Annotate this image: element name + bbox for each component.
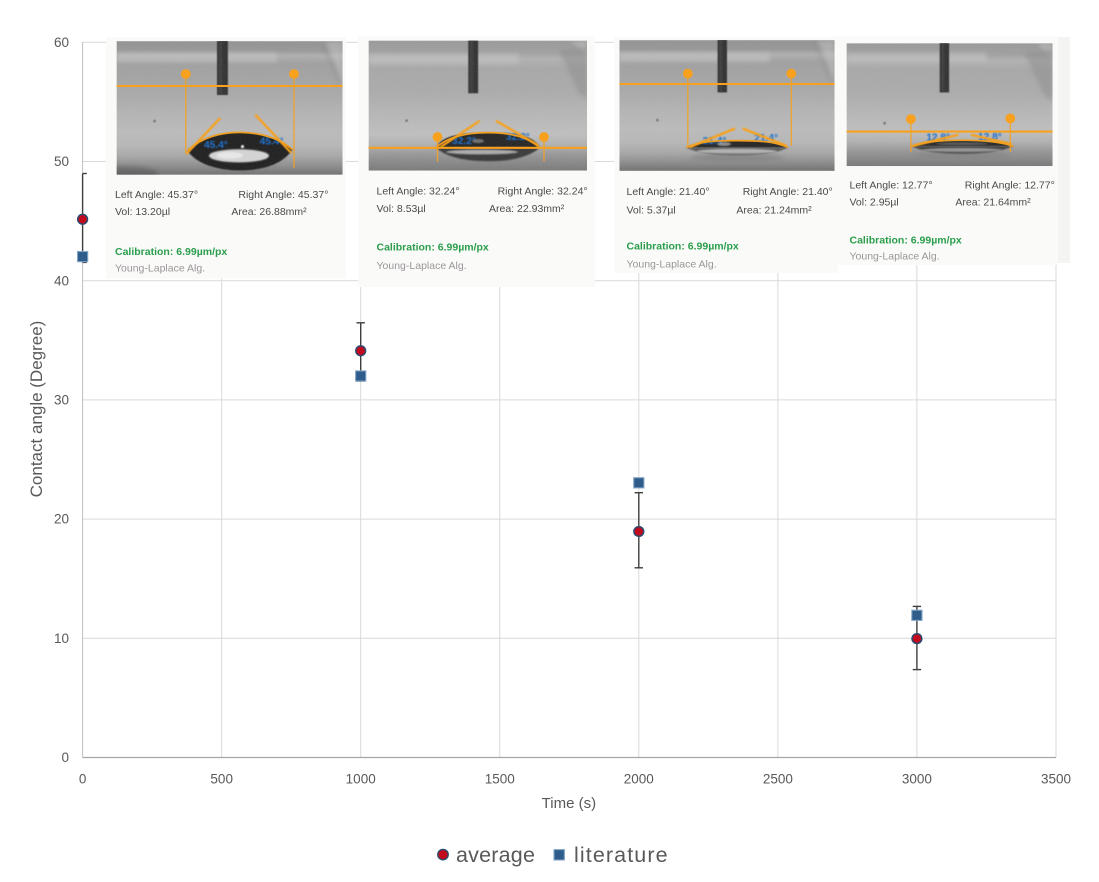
svg-text:Contact angle (Degree): Contact angle (Degree): [27, 321, 46, 498]
svg-text:2500: 2500: [763, 772, 793, 787]
svg-text:0: 0: [79, 772, 87, 787]
svg-text:Right Angle: 21.40°: Right Angle: 21.40°: [743, 186, 833, 198]
svg-text:Vol: 2.95µl: Vol: 2.95µl: [850, 197, 899, 209]
svg-text:30: 30: [54, 393, 69, 408]
svg-text:Young-Laplace Alg.: Young-Laplace Alg.: [115, 263, 205, 275]
svg-text:Area: 21.24mm²: Area: 21.24mm²: [736, 205, 812, 217]
svg-text:45.4°: 45.4°: [260, 137, 284, 148]
svg-text:500: 500: [210, 772, 233, 787]
svg-text:Right Angle: 12.77°: Right Angle: 12.77°: [965, 180, 1055, 192]
svg-text:20: 20: [54, 512, 69, 527]
svg-text:45.4°: 45.4°: [204, 140, 228, 151]
svg-text:10: 10: [54, 631, 69, 646]
svg-text:Area: 21.64mm²: Area: 21.64mm²: [955, 197, 1031, 209]
svg-text:12.8°: 12.8°: [926, 133, 950, 144]
svg-text:Left Angle: 32.24°: Left Angle: 32.24°: [377, 185, 460, 197]
svg-text:50: 50: [54, 154, 69, 169]
svg-text:Young-Laplace Alg.: Young-Laplace Alg.: [377, 260, 467, 272]
svg-text:Calibration: 6.99µm/px: Calibration: 6.99µm/px: [377, 242, 489, 254]
svg-text:Vol: 13.20µl: Vol: 13.20µl: [115, 206, 170, 218]
svg-text:40: 40: [54, 273, 69, 288]
svg-text:2000: 2000: [624, 772, 654, 787]
svg-text:Young-Laplace Alg.: Young-Laplace Alg.: [850, 251, 940, 263]
svg-text:Calibration: 6.99µm/px: Calibration: 6.99µm/px: [850, 234, 962, 246]
svg-text:Left Angle: 21.40°: Left Angle: 21.40°: [627, 186, 710, 198]
svg-text:Vol: 8.53µl: Vol: 8.53µl: [377, 203, 426, 215]
svg-text:Left Angle: 45.37°: Left Angle: 45.37°: [115, 189, 198, 201]
svg-text:1500: 1500: [485, 772, 515, 787]
svg-text:literature: literature: [574, 843, 669, 867]
svg-text:1000: 1000: [346, 772, 376, 787]
svg-text:Vol: 5.37µl: Vol: 5.37µl: [627, 205, 676, 217]
svg-text:3000: 3000: [902, 772, 932, 787]
svg-text:60: 60: [54, 35, 69, 50]
svg-text:32.2°: 32.2°: [506, 132, 530, 143]
svg-text:Left Angle: 12.77°: Left Angle: 12.77°: [850, 180, 933, 192]
svg-text:Calibration: 6.99µm/px: Calibration: 6.99µm/px: [115, 246, 227, 258]
svg-text:0: 0: [61, 750, 69, 765]
svg-text:Right Angle: 45.37°: Right Angle: 45.37°: [238, 189, 328, 201]
svg-text:12.8°: 12.8°: [978, 132, 1002, 143]
svg-text:Young-Laplace Alg.: Young-Laplace Alg.: [627, 259, 717, 271]
svg-text:Right Angle: 32.24°: Right Angle: 32.24°: [498, 185, 588, 197]
svg-text:32.2°: 32.2°: [452, 136, 476, 147]
svg-text:average: average: [456, 843, 535, 867]
svg-text:Area: 26.88mm²: Area: 26.88mm²: [231, 206, 307, 218]
svg-text:3500: 3500: [1041, 772, 1071, 787]
svg-text:Time (s): Time (s): [542, 795, 596, 812]
svg-text:Calibration: 6.99µm/px: Calibration: 6.99µm/px: [627, 241, 739, 253]
svg-text:Area: 22.93mm²: Area: 22.93mm²: [489, 203, 565, 215]
